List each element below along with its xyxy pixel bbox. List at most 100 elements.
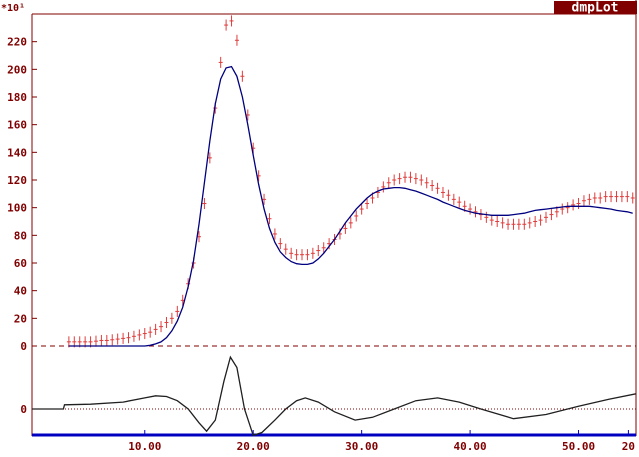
error-marker [598, 192, 603, 204]
error-marker [267, 213, 272, 225]
y-tick-label: 220 [7, 36, 27, 49]
error-marker [587, 193, 592, 205]
title-box [554, 1, 637, 14]
error-marker [240, 70, 245, 82]
error-marker [619, 191, 624, 203]
line [32, 355, 637, 437]
error-marker [175, 305, 180, 317]
error-marker [137, 329, 142, 341]
error-marker [603, 191, 608, 203]
error-marker [506, 218, 511, 230]
error-marker [424, 177, 429, 189]
error-marker [543, 211, 548, 223]
error-marker [164, 316, 169, 329]
y-tick-label: 40 [14, 285, 27, 298]
y-tick-label: 80 [14, 229, 27, 242]
error-marker [289, 247, 294, 259]
error-marker [592, 192, 597, 204]
error-marker [262, 193, 267, 205]
error-marker [283, 243, 288, 255]
error-marker [343, 222, 348, 234]
error-marker [115, 333, 120, 345]
x-tick-label: 30.00 [345, 440, 378, 453]
error-marker [435, 182, 440, 194]
error-marker [392, 174, 397, 186]
error-marker [169, 312, 174, 324]
x-tick-label: 50.00 [562, 440, 595, 453]
error-marker [446, 189, 451, 201]
error-marker [430, 180, 435, 192]
y-tick-label: 0 [20, 403, 27, 416]
error-marker [110, 334, 115, 346]
error-marker [202, 197, 207, 210]
error-marker [272, 228, 277, 240]
error-marker [153, 323, 158, 335]
plot: 0 20 40 60 80 100 120 140 160 180 200 220 0 10.00 20.0… [7, 15, 637, 453]
error-marker [500, 217, 505, 229]
error-marker [451, 193, 456, 205]
error-marker [229, 15, 234, 27]
error-marker [614, 191, 619, 203]
y-tick-label: 100 [7, 202, 27, 215]
error-marker [142, 328, 147, 340]
error-marker [310, 247, 315, 259]
error-marker [131, 330, 136, 342]
error-marker [609, 191, 614, 203]
error-marker [511, 218, 516, 230]
error-marker [413, 173, 418, 185]
error-marker [278, 238, 283, 250]
x-tick-label: 40.00 [454, 440, 487, 453]
error-marker [581, 195, 586, 207]
error-marker [348, 217, 353, 229]
error-marker [440, 186, 445, 198]
y-tick-label: 120 [7, 174, 27, 187]
error-marker [403, 171, 408, 183]
error-marker [104, 334, 109, 346]
error-marker [234, 34, 239, 46]
error-marker [121, 332, 126, 344]
error-marker [93, 335, 98, 347]
error-marker [625, 191, 630, 203]
error-marker [66, 336, 71, 348]
error-marker [538, 214, 543, 226]
y-tick-label: 0 [20, 340, 27, 353]
error-marker [159, 321, 164, 333]
error-marker [419, 174, 424, 186]
error-marker [224, 19, 229, 31]
error-marker [571, 199, 576, 211]
x-tick-label: 10.00 [128, 440, 161, 453]
y-tick-label: 200 [7, 63, 27, 76]
error-marker [381, 181, 386, 193]
error-marker [386, 177, 391, 189]
error-marker [294, 249, 299, 261]
x-tick-label: 20.00 [237, 440, 270, 453]
y-multiplier: *10¹ [1, 3, 25, 14]
error-marker [354, 210, 359, 222]
chart-title: dmpLot [572, 1, 619, 16]
error-marker [365, 197, 370, 210]
error-marker [484, 211, 489, 223]
error-marker [126, 332, 131, 344]
error-marker [495, 215, 500, 228]
error-marker [473, 206, 478, 218]
y-tick-label: 160 [7, 119, 27, 132]
error-marker [457, 196, 462, 208]
error-marker [359, 203, 364, 215]
y-tick-label: 140 [7, 146, 27, 159]
y-tick-label: 60 [14, 257, 27, 270]
line [68, 65, 633, 347]
error-marker [148, 326, 153, 338]
error-marker [305, 249, 310, 261]
error-marker [99, 334, 104, 346]
error-marker [300, 249, 305, 261]
y-tick-label: 180 [7, 91, 27, 104]
y-tick-label: 20 [14, 312, 27, 325]
error-marker [549, 209, 554, 221]
error-marker [397, 173, 402, 185]
error-marker [522, 218, 527, 230]
error-marker [560, 203, 565, 215]
error-marker [316, 245, 321, 257]
error-marker [468, 203, 473, 215]
error-marker [489, 214, 494, 226]
